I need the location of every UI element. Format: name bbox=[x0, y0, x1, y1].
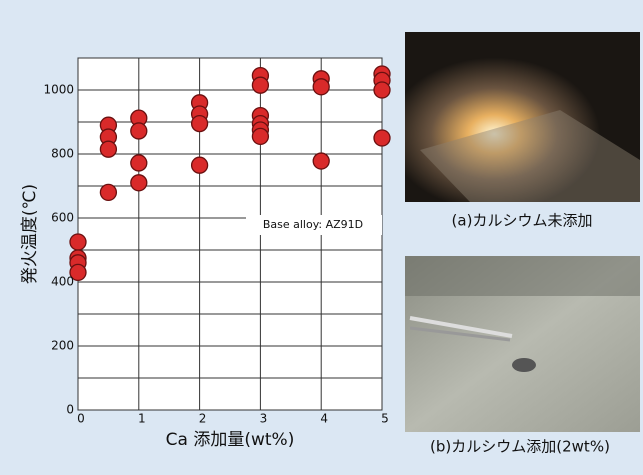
x-axis-label: Ca 添加量(wt%) bbox=[166, 430, 295, 450]
x-tick-label: 3 bbox=[260, 412, 268, 426]
point bbox=[70, 234, 86, 250]
x-tick-label: 4 bbox=[320, 412, 328, 426]
photo-caption: (a)カルシウム未添加 bbox=[452, 212, 593, 230]
point bbox=[192, 157, 208, 173]
x-tick-label: 5 bbox=[381, 412, 389, 426]
point bbox=[192, 116, 208, 132]
point bbox=[374, 82, 390, 98]
x-tick-label: 0 bbox=[77, 412, 85, 426]
point bbox=[131, 175, 147, 191]
x-tick-label: 2 bbox=[199, 412, 207, 426]
point bbox=[100, 141, 116, 157]
y-tick-label: 0 bbox=[66, 403, 74, 417]
y-tick-label: 600 bbox=[51, 211, 74, 225]
point bbox=[131, 123, 147, 139]
point bbox=[313, 79, 329, 95]
point bbox=[131, 155, 147, 171]
photo-caption: (b)カルシウム添加(2wt%) bbox=[430, 438, 610, 456]
y-tick-label: 1000 bbox=[43, 83, 74, 97]
y-tick-label: 800 bbox=[51, 147, 74, 161]
point bbox=[100, 184, 116, 200]
y-tick-label: 400 bbox=[51, 275, 74, 289]
y-tick-label: 200 bbox=[51, 339, 74, 353]
annotation: Base alloy: AZ91D bbox=[263, 218, 363, 231]
point bbox=[374, 130, 390, 146]
x-tick-label: 1 bbox=[138, 412, 146, 426]
point bbox=[313, 153, 329, 169]
photo-b-edge bbox=[405, 256, 640, 296]
figure: Base alloy: AZ91D Ca 添加量(wt%) 発火温度(℃) (a… bbox=[0, 0, 643, 475]
sample bbox=[512, 358, 536, 372]
point bbox=[252, 77, 268, 93]
point bbox=[252, 128, 268, 144]
y-axis-label: 発火温度(℃) bbox=[20, 184, 40, 284]
